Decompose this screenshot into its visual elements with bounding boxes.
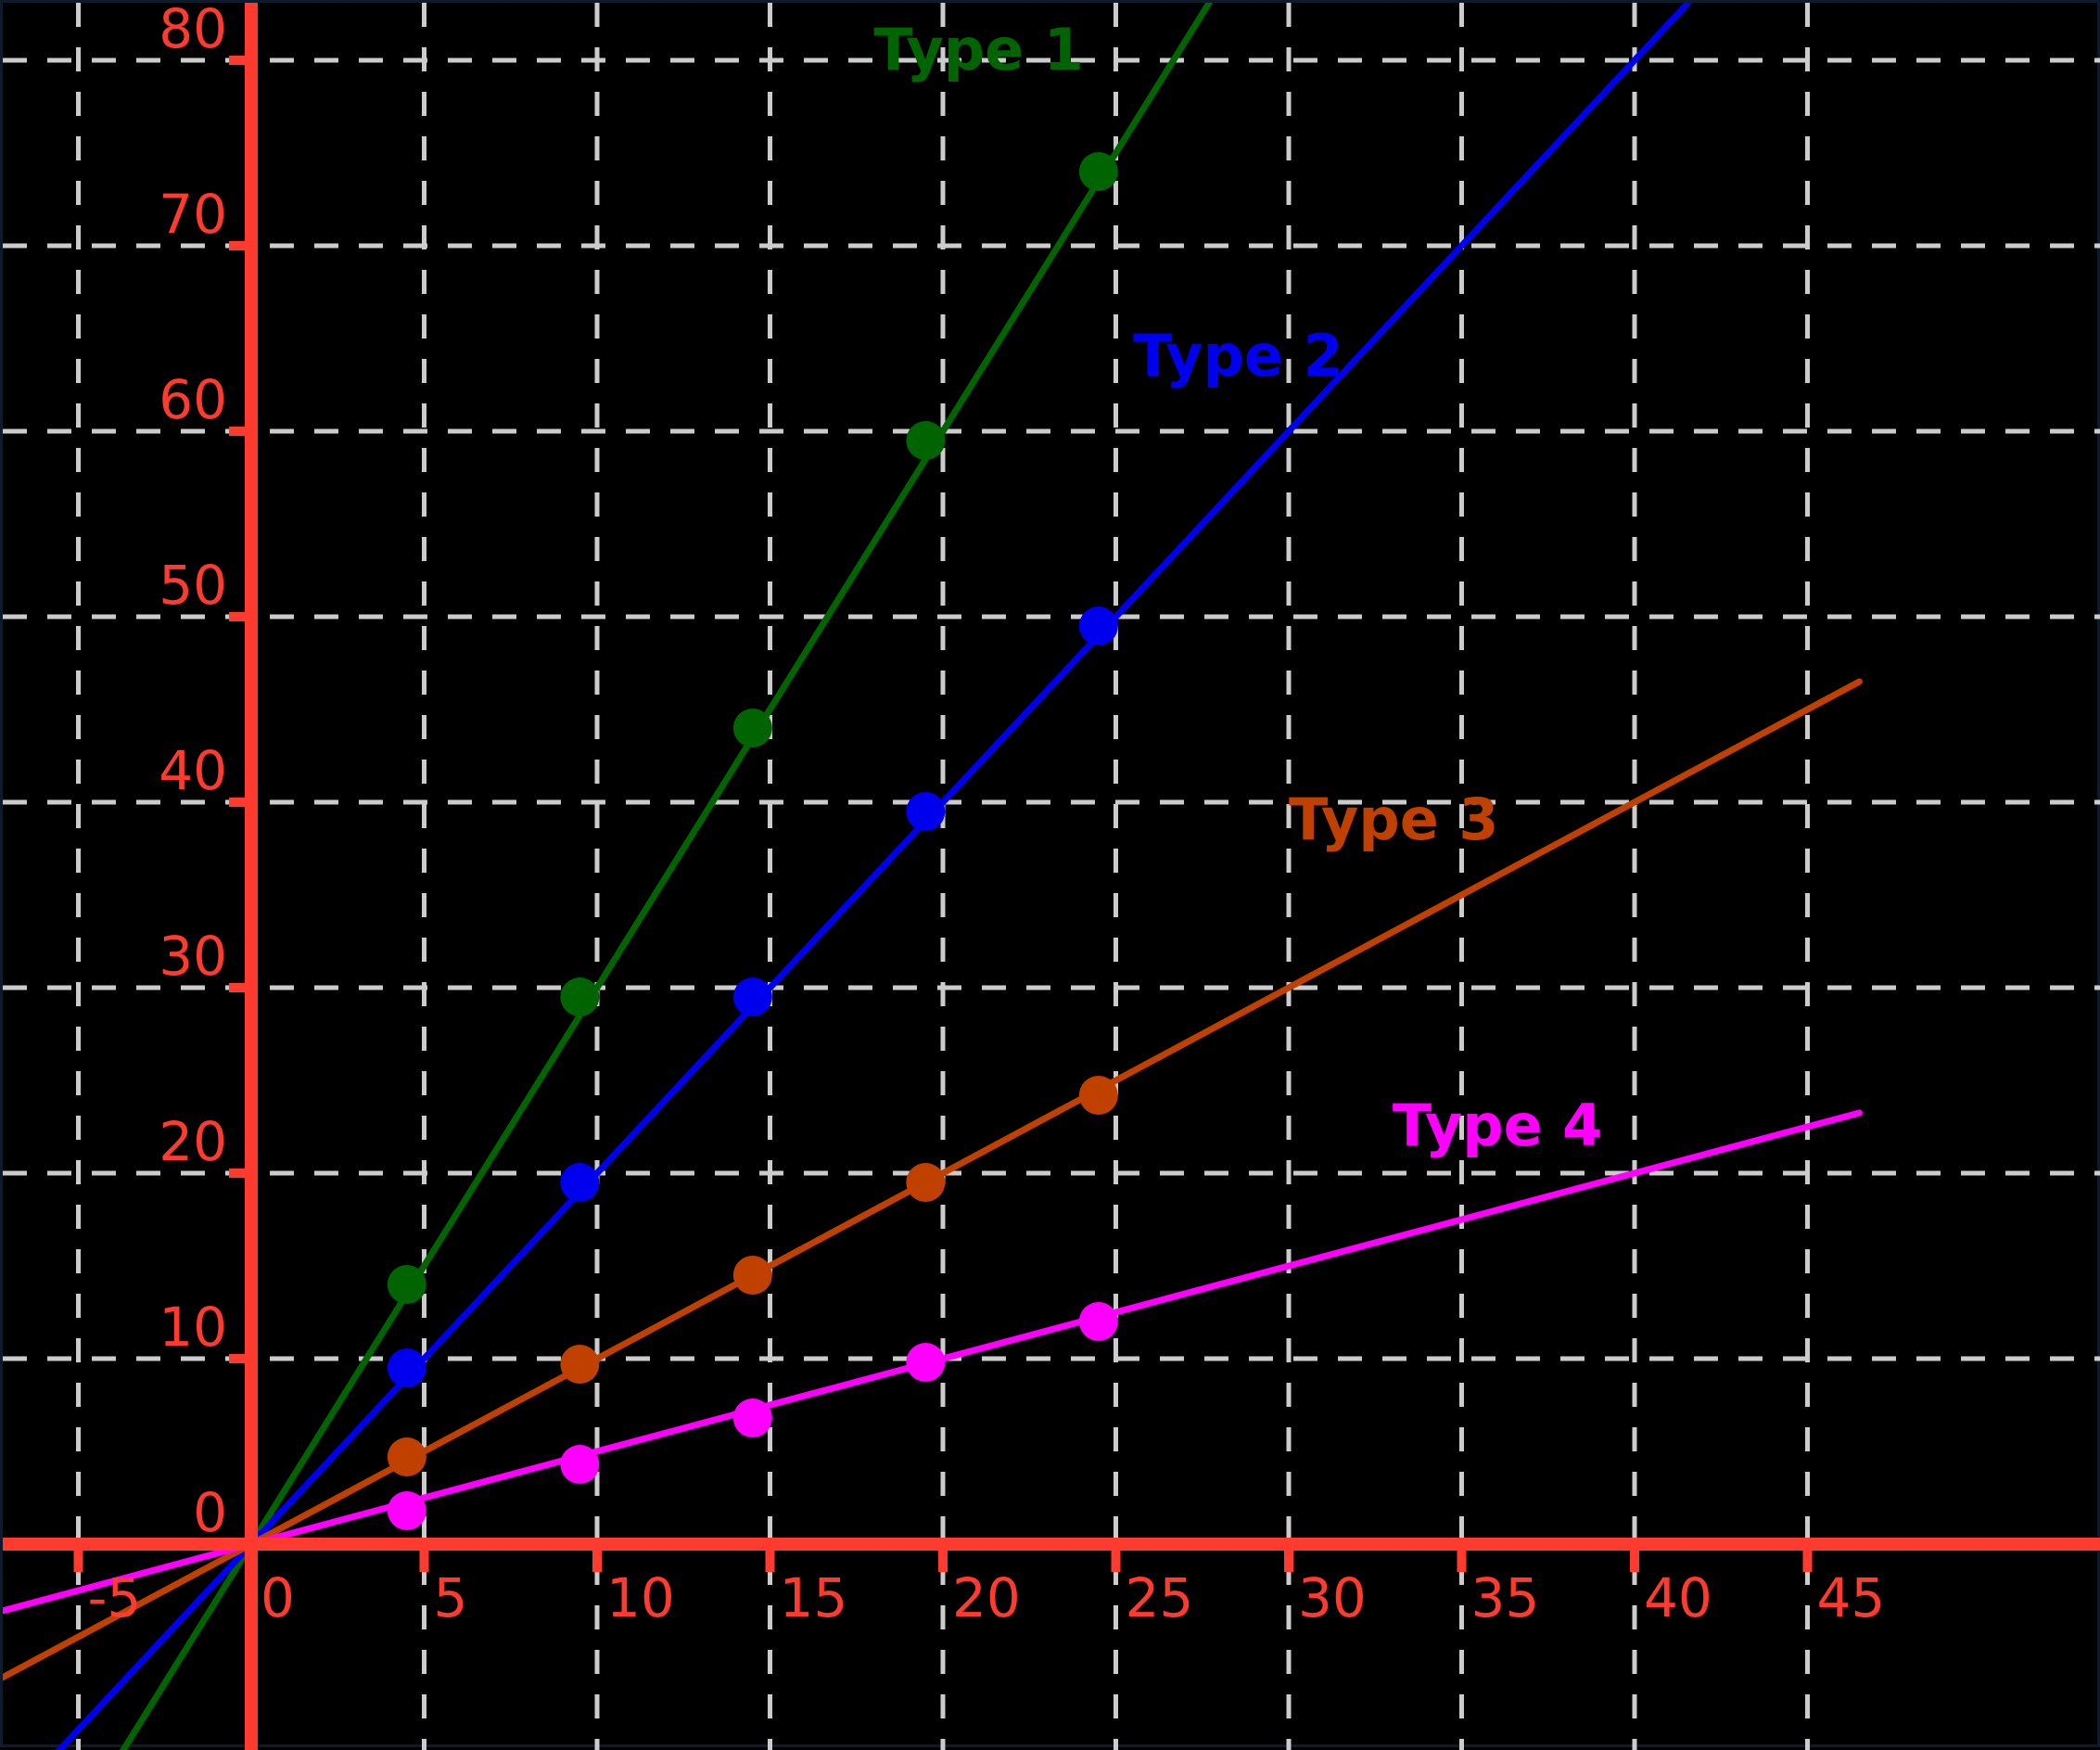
data-point-type-4[interactable] <box>906 1343 946 1382</box>
data-point-type-3[interactable] <box>560 1345 600 1384</box>
x-tick-label: 20 <box>952 1566 1021 1629</box>
data-point-type-4[interactable] <box>1078 1302 1118 1341</box>
y-tick-label: 20 <box>159 1110 227 1173</box>
x-tick-label: 35 <box>1471 1566 1540 1629</box>
x-tick-label: 10 <box>606 1566 675 1629</box>
data-point-type-1[interactable] <box>906 421 946 460</box>
series-line-type-2[interactable] <box>3 3 1859 1750</box>
series-label-type-3: Type 3 <box>1289 786 1499 853</box>
x-tick-label: 0 <box>261 1566 295 1629</box>
data-point-type-4[interactable] <box>560 1445 600 1484</box>
y-tick-label: 70 <box>159 183 227 246</box>
x-tick-label: 30 <box>1298 1566 1367 1629</box>
data-point-type-1[interactable] <box>1078 152 1118 191</box>
data-point-type-1[interactable] <box>732 709 772 747</box>
data-point-type-2[interactable] <box>1078 607 1118 645</box>
data-point-type-2[interactable] <box>732 977 772 1016</box>
data-point-type-4[interactable] <box>387 1491 426 1530</box>
plot-area: -5 0 5 10 15 20 25 30 35 40 45 0 10 20 30 40 50 60 70 80 Typ… <box>3 3 2100 1750</box>
gridlines <box>3 3 2100 1750</box>
data-point-type-2[interactable] <box>387 1348 426 1387</box>
series-labels: Type 1 Type 2 Type 3 Type 4 <box>873 16 1602 1159</box>
x-tick-label: 5 <box>434 1566 468 1629</box>
data-point-type-3[interactable] <box>1078 1076 1118 1115</box>
series-markers <box>387 152 1118 1530</box>
x-tick-label: 25 <box>1126 1566 1194 1629</box>
data-point-type-3[interactable] <box>387 1437 426 1476</box>
x-tick-label: 45 <box>1817 1566 1886 1629</box>
series-label-type-2: Type 2 <box>1133 322 1343 390</box>
x-tick-label: -5 <box>88 1566 142 1629</box>
series-line-type-1[interactable] <box>3 3 1859 1750</box>
y-tick-label: 0 <box>193 1481 227 1544</box>
y-tick-label: 40 <box>159 739 227 802</box>
data-point-type-2[interactable] <box>906 792 946 831</box>
series-label-type-4: Type 4 <box>1393 1092 1603 1159</box>
x-tick-label: 40 <box>1644 1566 1712 1629</box>
data-point-type-1[interactable] <box>560 977 600 1016</box>
tick-labels: -5 0 5 10 15 20 25 30 35 40 45 0 10 20 30 40 50 60 70 80 <box>88 3 1886 1629</box>
data-point-type-3[interactable] <box>906 1163 946 1202</box>
x-tick-label: 15 <box>780 1566 848 1629</box>
data-point-type-4[interactable] <box>732 1399 772 1437</box>
y-tick-label: 80 <box>159 3 227 60</box>
y-tick-label: 10 <box>159 1296 227 1359</box>
axes <box>3 3 2100 1750</box>
data-point-type-3[interactable] <box>732 1256 772 1295</box>
y-tick-label: 50 <box>159 554 227 617</box>
series-label-type-1: Type 1 <box>873 16 1084 83</box>
series-lines <box>3 3 1863 1750</box>
data-point-type-2[interactable] <box>560 1163 600 1202</box>
data-point-type-1[interactable] <box>387 1265 426 1304</box>
y-tick-label: 60 <box>159 368 227 431</box>
y-tick-label: 30 <box>159 925 227 988</box>
